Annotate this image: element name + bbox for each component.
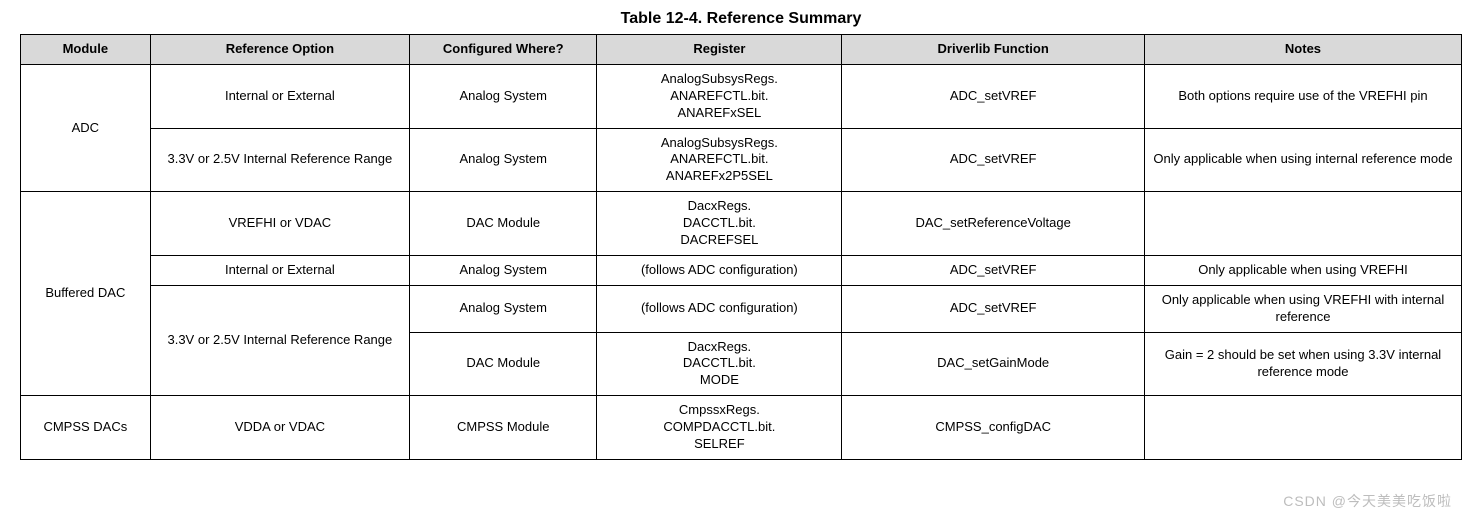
table-row: ADC Internal or External Analog System A… [21,64,1462,128]
cell-func: ADC_setVREF [842,64,1145,128]
register-line: ANAREFCTL.bit. [605,88,833,105]
cell-module: Buffered DAC [21,192,151,396]
cell-func: ADC_setVREF [842,255,1145,285]
register-line: ANAREFCTL.bit. [605,151,833,168]
cell-register: DacxRegs. DACCTL.bit. MODE [597,332,842,396]
cell-func: DAC_setReferenceVoltage [842,192,1145,256]
cell-register: DacxRegs. DACCTL.bit. DACREFSEL [597,192,842,256]
cell-notes: Only applicable when using VREFHI [1144,255,1461,285]
cell-where: CMPSS Module [410,396,597,460]
header-module: Module [21,35,151,65]
table-row: 3.3V or 2.5V Internal Reference Range An… [21,128,1462,192]
table-row: Internal or External Analog System (foll… [21,255,1462,285]
register-line: DACCTL.bit. [605,355,833,372]
register-line: DacxRegs. [605,198,833,215]
watermark-text: CSDN @今天美美吃饭啦 [1283,491,1452,511]
cell-func: CMPSS_configDAC [842,396,1145,460]
register-line: MODE [605,372,833,389]
register-line: DacxRegs. [605,339,833,356]
table-row: CMPSS DACs VDDA or VDAC CMPSS Module Cmp… [21,396,1462,460]
cell-notes: Only applicable when using VREFHI with i… [1144,285,1461,332]
header-option: Reference Option [150,35,409,65]
table-row: Buffered DAC VREFHI or VDAC DAC Module D… [21,192,1462,256]
cell-where: Analog System [410,64,597,128]
cell-where: DAC Module [410,332,597,396]
register-line: AnalogSubsysRegs. [605,71,833,88]
cell-where: Analog System [410,285,597,332]
register-line: ANAREFxSEL [605,105,833,122]
cell-notes [1144,192,1461,256]
cell-where: Analog System [410,128,597,192]
cell-func: DAC_setGainMode [842,332,1145,396]
cell-where: Analog System [410,255,597,285]
cell-option: Internal or External [150,64,409,128]
header-notes: Notes [1144,35,1461,65]
cell-notes: Only applicable when using internal refe… [1144,128,1461,192]
register-line: AnalogSubsysRegs. [605,135,833,152]
cell-option: Internal or External [150,255,409,285]
cell-register: CmpssxRegs. COMPDACCTL.bit. SELREF [597,396,842,460]
cell-where: DAC Module [410,192,597,256]
cell-register: (follows ADC configuration) [597,255,842,285]
register-line: ANAREFx2P5SEL [605,168,833,185]
register-line: DACREFSEL [605,232,833,249]
cell-notes: Gain = 2 should be set when using 3.3V i… [1144,332,1461,396]
cell-module: CMPSS DACs [21,396,151,460]
header-where: Configured Where? [410,35,597,65]
reference-summary-table: Module Reference Option Configured Where… [20,34,1462,460]
cell-register: AnalogSubsysRegs. ANAREFCTL.bit. ANAREFx… [597,128,842,192]
header-func: Driverlib Function [842,35,1145,65]
cell-notes [1144,396,1461,460]
cell-notes: Both options require use of the VREFHI p… [1144,64,1461,128]
register-line: SELREF [605,436,833,453]
table-caption: Table 12-4. Reference Summary [20,10,1462,28]
cell-option: 3.3V or 2.5V Internal Reference Range [150,128,409,192]
cell-func: ADC_setVREF [842,128,1145,192]
table-header-row: Module Reference Option Configured Where… [21,35,1462,65]
cell-func: ADC_setVREF [842,285,1145,332]
table-row: 3.3V or 2.5V Internal Reference Range An… [21,285,1462,332]
register-line: CmpssxRegs. [605,402,833,419]
cell-module: ADC [21,64,151,191]
cell-option: 3.3V or 2.5V Internal Reference Range [150,285,409,395]
register-line: COMPDACCTL.bit. [605,419,833,436]
cell-option: VREFHI or VDAC [150,192,409,256]
cell-register: (follows ADC configuration) [597,285,842,332]
cell-register: AnalogSubsysRegs. ANAREFCTL.bit. ANAREFx… [597,64,842,128]
cell-option: VDDA or VDAC [150,396,409,460]
register-line: DACCTL.bit. [605,215,833,232]
header-register: Register [597,35,842,65]
